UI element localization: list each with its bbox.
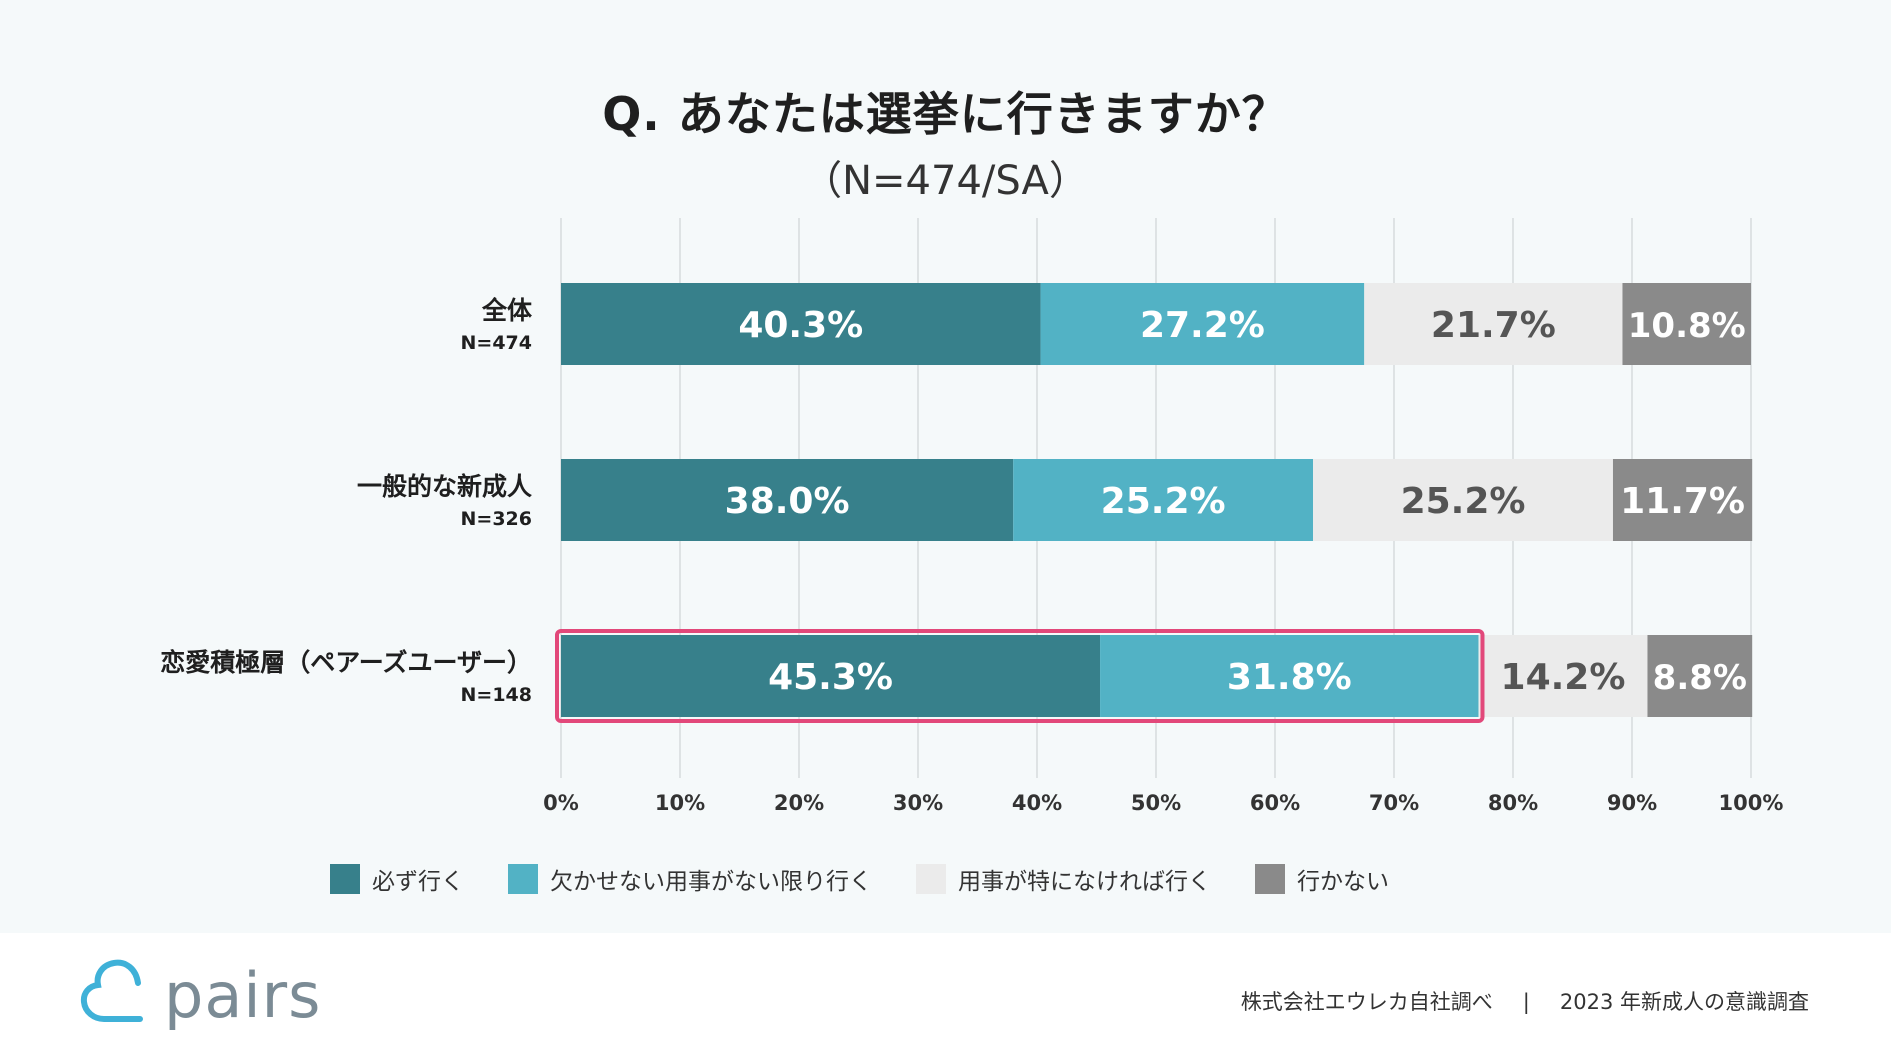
legend: 必ず行く 欠かせない用事がない限り行く 用事が特になければ行く 行かない xyxy=(330,862,1433,896)
bar-segment xyxy=(1313,459,1613,541)
data-label: 8.8% xyxy=(1653,658,1747,698)
x-tick-label: 80% xyxy=(1488,791,1538,815)
x-tick-label: 0% xyxy=(543,791,579,815)
chart-subtitle: （N=474/SA） xyxy=(802,158,1089,204)
legend-item: 用事が特になければ行く xyxy=(916,862,1211,896)
data-label: 27.2% xyxy=(1140,305,1265,346)
legend-label: 必ず行く xyxy=(372,869,464,895)
chart-title: Q. あなたは選挙に行きますか？ xyxy=(602,87,1289,141)
bar-segment xyxy=(1100,635,1479,717)
source-separator: | xyxy=(1522,990,1530,1014)
x-tick-label: 40% xyxy=(1012,791,1062,815)
x-tick-label: 70% xyxy=(1369,791,1419,815)
legend-item: 欠かせない用事がない限り行く xyxy=(508,862,872,896)
data-label: 45.3% xyxy=(768,657,893,698)
cloud-icon xyxy=(80,959,143,1022)
data-label: 11.7% xyxy=(1620,481,1745,522)
x-tick-label: 60% xyxy=(1250,791,1300,815)
bar-segment xyxy=(1647,635,1753,717)
bar-segment xyxy=(1040,283,1365,365)
legend-swatch xyxy=(330,864,360,894)
survey-name: 2023 年新成人の意識調査 xyxy=(1559,990,1809,1014)
data-label: 40.3% xyxy=(738,305,863,346)
highlight-frame xyxy=(555,629,1485,723)
category-label: 恋愛積極層（ペアーズユーザー） xyxy=(160,648,532,677)
footer xyxy=(0,933,1891,1064)
x-tick-label: 30% xyxy=(893,791,943,815)
category-n-label: N=474 xyxy=(461,332,532,354)
legend-swatch xyxy=(508,864,538,894)
logo-text: pairs xyxy=(164,959,322,1032)
bar-segment xyxy=(561,283,1041,365)
bar-segment xyxy=(1478,635,1648,717)
stacked-bar-chart: 0% 10% 20% 30% 40% 50% 60% 70% 80% 90% 100% 40.3% 27… xyxy=(160,218,1784,815)
category-label: 全体 xyxy=(481,296,533,325)
bar-segment xyxy=(1364,283,1623,365)
x-tick-label: 90% xyxy=(1607,791,1657,815)
bar-segment xyxy=(1612,459,1753,541)
data-label: 14.2% xyxy=(1501,657,1626,698)
legend-label: 欠かせない用事がない限り行く xyxy=(550,869,872,895)
bar-segment xyxy=(561,635,1101,717)
legend-swatch xyxy=(1255,864,1285,894)
data-label: 25.2% xyxy=(1101,481,1226,522)
category-n-label: N=148 xyxy=(461,684,532,706)
bar-segment xyxy=(1013,459,1314,541)
bar-segment xyxy=(1622,283,1751,365)
category-n-label: N=326 xyxy=(461,508,532,530)
category-label: 一般的な新成人 xyxy=(357,472,532,501)
legend-label: 用事が特になければ行く xyxy=(958,869,1211,895)
data-label: 21.7% xyxy=(1431,305,1556,346)
x-tick-label: 20% xyxy=(774,791,824,815)
data-label: 31.8% xyxy=(1227,657,1352,698)
legend-swatch xyxy=(916,864,946,894)
legend-item: 行かない xyxy=(1255,862,1389,896)
legend-item: 必ず行く xyxy=(330,862,464,896)
bar-segment xyxy=(561,459,1014,541)
x-tick-label: 100% xyxy=(1719,791,1784,815)
data-label: 38.0% xyxy=(725,481,850,522)
legend-label: 行かない xyxy=(1297,869,1389,895)
x-tick-label: 10% xyxy=(655,791,705,815)
pairs-logo: pairs xyxy=(80,955,321,1027)
x-tick-label: 50% xyxy=(1131,791,1181,815)
source-text: 株式会社エウレカ自社調べ xyxy=(1240,990,1493,1014)
data-label: 10.8% xyxy=(1628,306,1746,346)
data-label: 25.2% xyxy=(1401,481,1526,522)
source-credit: 株式会社エウレカ自社調べ | 2023 年新成人の意識調査 xyxy=(1241,986,1809,1016)
